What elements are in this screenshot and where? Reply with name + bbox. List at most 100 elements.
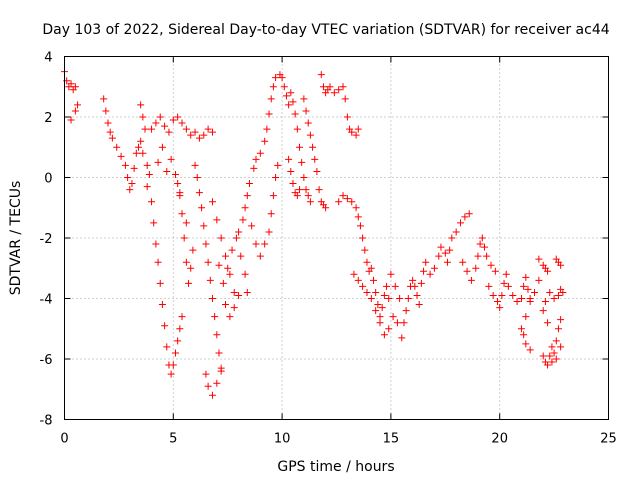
data-point [483,252,491,260]
data-point [152,119,160,127]
data-point [513,298,521,306]
data-point [228,246,236,254]
data-point [191,161,199,169]
data-point [152,240,160,248]
data-point [302,186,310,194]
data-point [198,204,206,212]
data-point [526,346,534,354]
data-point [178,313,186,321]
data-point [380,291,388,299]
data-point [219,279,227,287]
data-point [474,252,482,260]
data-point [215,261,223,269]
data-point [376,313,384,321]
data-point [163,167,171,175]
plot-frame [64,56,609,420]
x-tick-label: 5 [169,432,177,447]
data-point [230,288,238,296]
data-point [535,255,543,263]
data-point [489,291,497,299]
data-point [304,192,312,200]
data-point [230,304,238,312]
data-point [383,282,391,290]
data-point [278,74,286,82]
data-point [478,234,486,242]
data-point [108,134,116,142]
x-tick-labels: 0 5 10 15 20 25 [60,432,616,447]
data-point [206,276,214,284]
data-point [191,128,199,136]
data-point [363,258,371,266]
data-point [396,295,404,302]
data-point [213,379,221,387]
data-point [326,83,334,91]
data-point [430,264,438,272]
data-point [415,301,423,309]
data-point [187,131,195,139]
data-point [293,125,301,133]
data-point [300,174,308,181]
data-point [341,95,349,103]
data-point [522,273,530,281]
data-point [291,110,299,118]
data-point [176,192,184,200]
data-point [443,258,451,266]
data-point [472,264,480,272]
data-point [554,325,562,333]
data-point [296,186,304,194]
data-point [289,180,297,188]
data-point [522,340,530,348]
chart-title: Day 103 of 2022, Sidereal Day-to-day VTE… [42,22,609,38]
data-point [476,240,484,248]
data-point [208,295,216,302]
data-point [531,288,539,296]
data-point [374,301,382,309]
data-point [541,298,549,306]
data-point [491,267,499,275]
data-point [544,267,552,275]
data-point [204,382,212,390]
data-point [546,288,554,296]
data-point [263,125,271,133]
data-point [241,204,249,212]
data-point [539,352,547,360]
data-point [520,282,528,290]
data-point [243,288,251,296]
data-points [61,68,567,399]
data-point [380,331,388,339]
data-point [267,210,275,218]
data-point [502,270,510,278]
data-point [241,270,249,278]
data-point [544,361,552,369]
y-tick-labels: -8 -6 -4 -2 0 2 4 [40,51,53,429]
data-point [156,113,164,121]
data-point [169,361,177,369]
data-point [348,198,356,206]
data-point [193,174,201,181]
data-point [274,161,282,169]
data-point [420,267,428,275]
data-point [285,155,293,163]
data-point [356,222,364,230]
data-point [272,174,280,181]
y-tick-label: 4 [44,51,52,66]
data-point [446,246,454,254]
data-point [398,334,406,342]
y-tick-label: -6 [40,353,53,368]
data-point [252,155,260,163]
data-point [302,107,310,115]
data-point [400,319,408,327]
data-point [71,107,79,115]
data-point [385,295,393,302]
y-tick-label: -2 [40,232,53,247]
data-point [550,349,558,357]
x-tick-label: 15 [383,432,400,447]
data-point [520,331,528,339]
data-point [487,261,495,269]
data-point [441,249,449,257]
data-point [100,95,108,103]
data-point [211,313,219,321]
data-point [237,252,245,260]
data-point [554,291,562,299]
